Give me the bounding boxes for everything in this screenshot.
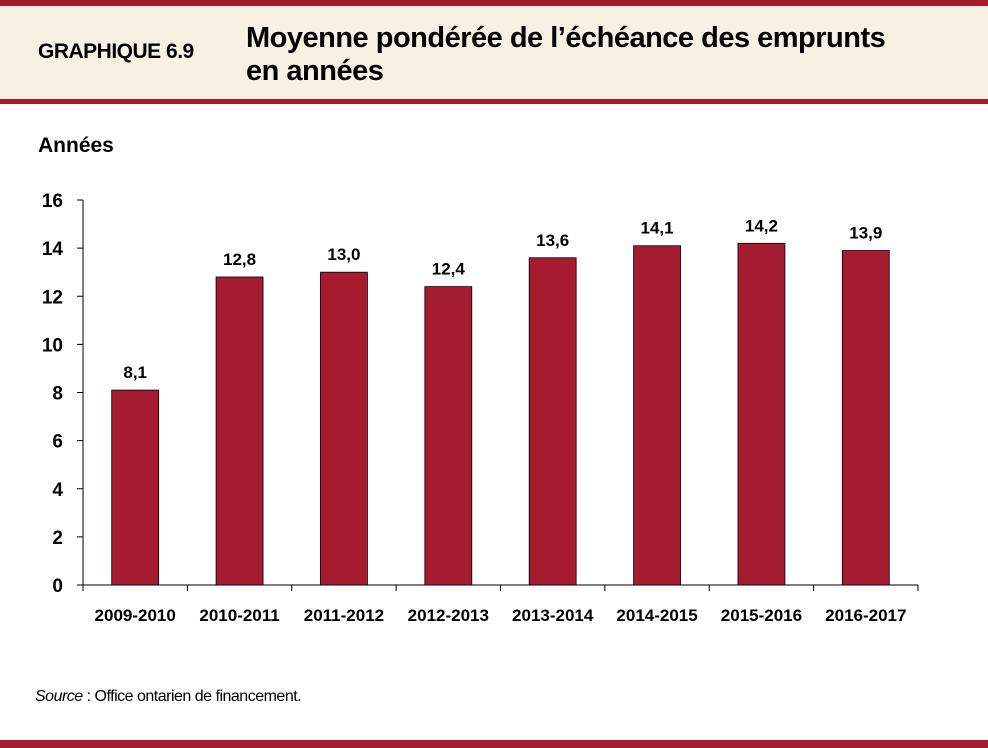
top-rule bbox=[0, 0, 988, 6]
x-tick-label: 2016-2017 bbox=[825, 606, 906, 625]
data-label: 13,9 bbox=[849, 224, 882, 243]
source-note: Source : Office ontarien de financement. bbox=[35, 688, 302, 706]
x-tick-label: 2012-2013 bbox=[408, 606, 489, 625]
title-line-2: en années bbox=[246, 55, 384, 87]
data-label: 12,8 bbox=[223, 250, 256, 269]
data-label: 13,0 bbox=[327, 245, 360, 264]
y-tick-label: 8 bbox=[52, 384, 63, 405]
chart-title: Moyenne pondérée de l’échéance des empru… bbox=[246, 22, 946, 88]
bottom-rule bbox=[0, 740, 988, 748]
y-tick-label: 12 bbox=[42, 287, 63, 308]
data-label: 14,1 bbox=[641, 219, 674, 238]
source-text: : Office ontarien de financement. bbox=[82, 688, 302, 705]
x-tick-label: 2010-2011 bbox=[199, 606, 279, 625]
bar bbox=[424, 286, 473, 586]
header-rule bbox=[0, 99, 988, 104]
y-tick-label: 14 bbox=[42, 239, 64, 260]
y-tick-label: 2 bbox=[52, 528, 63, 549]
data-label: 8,1 bbox=[123, 363, 147, 382]
chart-number: GRAPHIQUE 6.9 bbox=[38, 40, 194, 63]
y-tick-label: 0 bbox=[52, 576, 63, 597]
x-tick-label: 2009-2010 bbox=[95, 606, 176, 625]
title-line-1: Moyenne pondérée de l’échéance des empru… bbox=[246, 22, 886, 54]
y-tick-label: 6 bbox=[52, 432, 63, 453]
x-tick-label: 2014-2015 bbox=[616, 606, 697, 625]
data-label: 13,6 bbox=[536, 231, 569, 250]
data-label: 12,4 bbox=[432, 260, 466, 279]
bar bbox=[737, 242, 786, 586]
x-tick-label: 2011-2012 bbox=[304, 606, 384, 625]
x-tick-label: 2013-2014 bbox=[512, 606, 594, 625]
bar bbox=[528, 257, 577, 586]
bar bbox=[320, 271, 368, 586]
bar bbox=[111, 389, 160, 586]
y-tick-label: 16 bbox=[42, 191, 63, 212]
bar bbox=[841, 250, 890, 586]
data-label: 14,2 bbox=[745, 216, 778, 235]
x-tick-label: 2015-2016 bbox=[721, 606, 802, 625]
bar bbox=[215, 276, 264, 586]
y-axis-label: Années bbox=[38, 134, 114, 157]
header-band bbox=[0, 6, 988, 99]
bar bbox=[633, 245, 681, 586]
source-label: Source bbox=[35, 688, 83, 705]
y-tick-label: 4 bbox=[52, 480, 63, 501]
y-tick-label: 10 bbox=[42, 335, 63, 356]
